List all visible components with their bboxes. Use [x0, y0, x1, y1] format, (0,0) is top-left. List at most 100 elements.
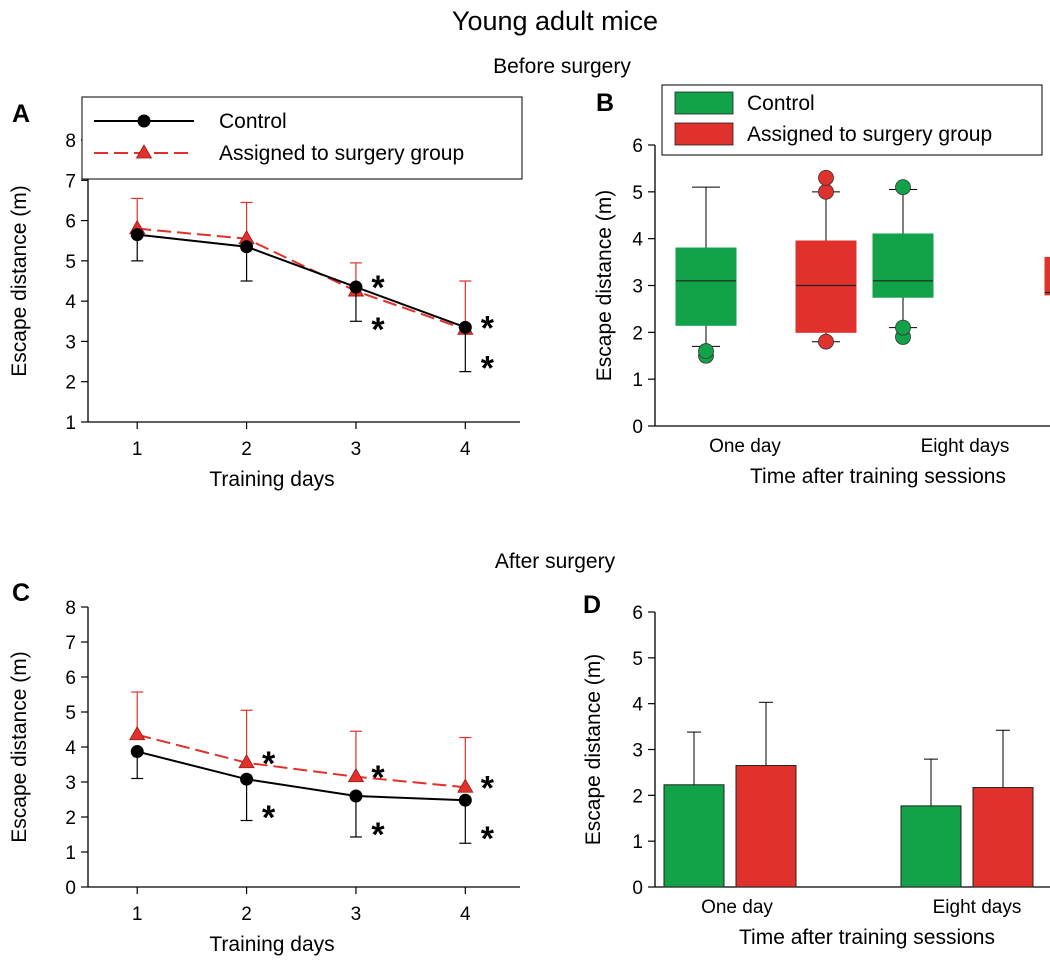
point-surgery [457, 778, 474, 793]
point-surgery [238, 753, 255, 769]
point-control [240, 772, 254, 786]
x-tick-label: 3 [351, 439, 362, 460]
legend-marker-control [137, 114, 151, 128]
series-line-surgery [136, 733, 466, 789]
y-tick-label: 3 [632, 277, 643, 298]
point-control [130, 745, 144, 759]
significance-asterisk: * [371, 759, 385, 797]
bar-control [900, 805, 962, 888]
point-control [349, 789, 363, 803]
x-category-label: Eight days [921, 436, 1010, 457]
x-axis-title: Training days [209, 468, 334, 491]
outlier-point [698, 343, 714, 359]
box [1044, 256, 1050, 296]
y-tick-label: 2 [65, 808, 76, 829]
significance-asterisk: * [371, 311, 385, 349]
series-line-surgery [137, 227, 466, 331]
section-after-label: After surgery [495, 550, 616, 573]
y-tick-label: 8 [65, 598, 76, 619]
point-control [240, 240, 254, 254]
y-tick-label: 7 [65, 171, 76, 192]
y-tick-label: 0 [632, 878, 643, 899]
x-axis-title: Time after training sessions [739, 926, 995, 949]
y-axis-title: Escape distance (m) [8, 651, 31, 842]
point-control [130, 228, 144, 242]
x-category-label: One day [709, 436, 781, 457]
point-control [458, 320, 472, 334]
section-before-label: Before surgery [493, 55, 631, 78]
y-tick-label: 2 [632, 786, 643, 807]
y-tick-label: 1 [65, 843, 76, 864]
box [872, 233, 934, 298]
significance-asterisk: * [262, 799, 276, 837]
y-tick-label: 8 [65, 131, 76, 152]
box [675, 247, 737, 326]
outlier-point [818, 333, 834, 350]
outlier-point [818, 169, 834, 186]
series-line-control [136, 750, 466, 802]
y-tick-label: 4 [632, 695, 643, 716]
y-tick-label: 6 [632, 136, 643, 157]
x-tick-label: 4 [460, 439, 471, 460]
y-tick-label: 0 [632, 417, 643, 438]
legend-label-surgery: Assigned to surgery group [219, 142, 464, 165]
y-tick-label: 3 [65, 773, 76, 794]
panel-c: C 0 1 2 3 4 5 6 7 8 Escape distance (m) 1 2 3 4 Trainin… [8, 579, 520, 956]
x-tick-label: 1 [132, 904, 143, 925]
y-axis-title: Escape distance (m) [8, 185, 31, 376]
significance-asterisk: * [481, 349, 495, 387]
point-control [458, 793, 472, 807]
significance-asterisk: * [481, 820, 495, 858]
panel-b: B 0 1 2 3 4 5 6 Escape distance (m) One day Eight … [593, 84, 1050, 488]
y-tick-label: 0 [65, 878, 76, 899]
y-tick-label: 2 [65, 373, 76, 394]
y-tick-label: 6 [632, 603, 643, 624]
figure-title: Young adult mice [452, 6, 658, 36]
legend-label-control: Control [747, 92, 815, 115]
legend-marker-surgery [135, 144, 153, 159]
legend-swatch-surgery [674, 122, 734, 146]
bar-control [663, 784, 725, 888]
y-tick-label: 5 [632, 649, 643, 670]
box [795, 240, 857, 333]
series-line-control [137, 233, 466, 329]
y-tick-label: 2 [632, 323, 643, 344]
point-control [349, 280, 363, 294]
panel-letter: B [596, 89, 614, 117]
y-tick-label: 1 [632, 370, 643, 391]
x-category-label: Eight days [933, 897, 1022, 918]
significance-asterisk: * [371, 816, 385, 854]
x-tick-label: 3 [351, 904, 362, 925]
significance-asterisk: * [481, 769, 495, 807]
panel-letter: D [583, 591, 601, 619]
panel-letter: C [12, 579, 30, 607]
point-surgery [129, 725, 146, 741]
significance-asterisk: * [481, 309, 495, 347]
y-tick-label: 1 [632, 832, 643, 853]
x-axis-title: Time after training sessions [750, 465, 1006, 488]
y-tick-label: 5 [632, 183, 643, 204]
x-tick-label: 4 [460, 904, 471, 925]
bar-surgery [972, 787, 1034, 888]
outlier-point [818, 183, 834, 200]
legend-box [81, 96, 523, 180]
y-tick-label: 4 [65, 738, 76, 759]
x-tick-label: 2 [241, 904, 252, 925]
y-tick-label: 1 [65, 413, 76, 434]
panel-letter: A [12, 100, 30, 128]
bar-surgery [735, 765, 797, 888]
y-tick-label: 6 [65, 668, 76, 689]
y-tick-label: 5 [65, 252, 76, 273]
panel-a: A 1 2 3 4 5 6 7 8 Escape distance (m) 1 2 3 4 Training… [8, 96, 523, 491]
y-tick-label: 6 [65, 212, 76, 233]
x-axis-title: Training days [209, 933, 334, 956]
outlier-point [895, 319, 911, 336]
y-tick-label: 5 [65, 703, 76, 724]
legend-label-surgery: Assigned to surgery group [747, 123, 992, 146]
outlier-point [895, 179, 911, 196]
legend-swatch-control [674, 91, 734, 115]
y-tick-label: 4 [632, 230, 643, 251]
y-axis-title: Escape distance (m) [582, 654, 605, 845]
y-tick-label: 7 [65, 633, 76, 654]
